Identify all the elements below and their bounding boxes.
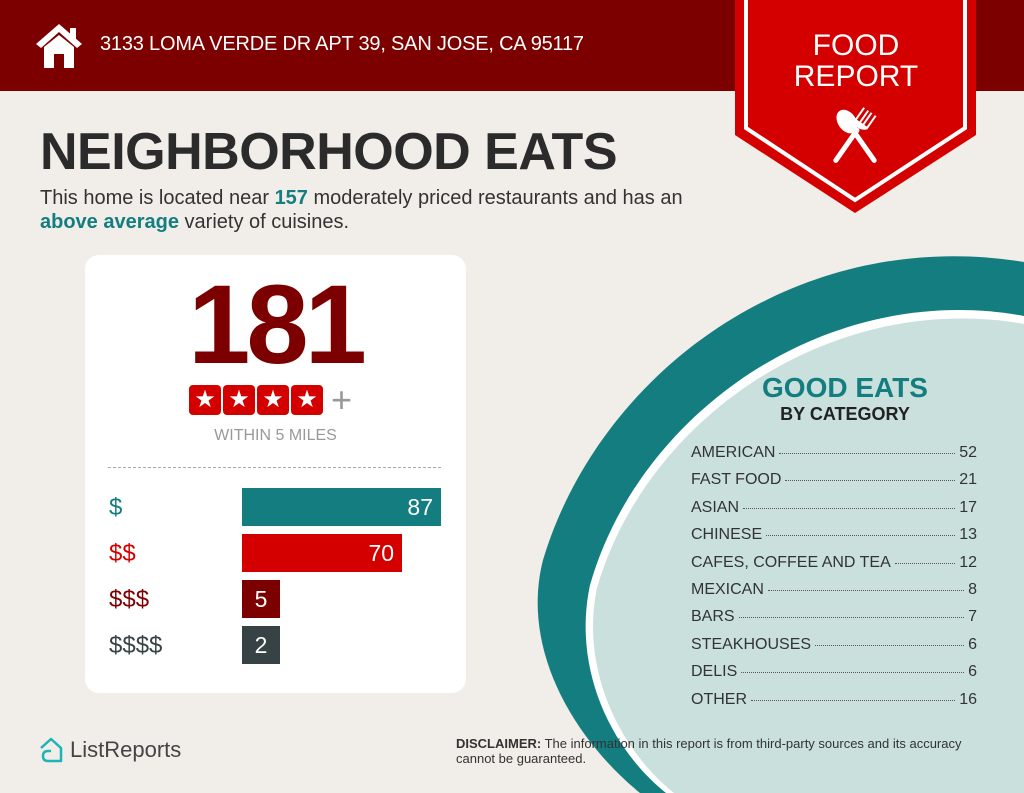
home-icon [36,24,82,68]
badge-line2: REPORT [793,60,919,93]
restaurant-count: 157 [274,187,308,209]
dot-leader [779,453,956,454]
dot-leader [766,535,956,537]
category-name: CHINESE [691,526,763,544]
category-name: BARS [691,608,735,626]
logo-house-icon [40,737,63,763]
divider [108,467,441,468]
price-level-row: $$$$ 2 [109,626,449,664]
category-count: 6 [968,663,977,681]
price-level-label: $$$$ [109,632,163,659]
dot-leader [751,699,956,701]
badge-title: FOOD REPORT [737,30,975,92]
category-name: FAST FOOD [691,471,782,489]
category-count: 8 [968,581,977,598]
plate-inner [593,318,1024,793]
property-address: 3133 LOMA VERDE DR APT 39, SAN JOSE, CA … [100,33,584,55]
category-count: 17 [959,498,977,516]
category-row: MEXICAN 8 [691,581,977,603]
summary-part: This home is located near [40,187,275,209]
star-icon: ★ [189,385,221,415]
good-eats-subtitle: BY CATEGORY [780,404,910,424]
category-row: DELIS 6 [691,663,977,685]
distance-label: WITHIN 5 MILES [214,427,337,444]
category-name: STEAKHOUSES [691,635,812,653]
category-name: CAFES, COFFEE AND TEA [691,553,891,571]
variety-rating: above average [40,211,179,233]
category-row: CAFES, COFFEE AND TEA 12 [691,554,977,576]
price-level-label: $$ [109,540,136,567]
category-name: MEXICAN [691,581,764,598]
category-row: ASIAN 17 [691,499,977,521]
star-rating: ★ ★ ★ ★ [189,385,323,415]
star-icon: ★ [257,385,289,415]
category-count: 13 [959,526,977,544]
logo-text: ListReports [70,737,182,762]
category-name: ASIAN [691,498,740,516]
category-count: 21 [959,471,977,489]
dot-leader [743,507,956,509]
category-count: 16 [959,690,977,708]
category-count: 12 [959,553,977,571]
category-row: FAST FOOD 21 [691,471,977,493]
star-icon: ★ [291,385,323,415]
good-eats-title: GOOD EATS [762,372,928,403]
dot-leader [894,562,956,564]
category-count: 7 [968,608,977,626]
price-level-bar: 87 [242,488,441,526]
category-name: AMERICAN [691,444,776,461]
category-count: 6 [968,635,977,653]
category-row: AMERICAN 52 [691,444,977,466]
dot-leader [815,644,965,646]
page-title: NEIGHBORHOOD EATS [40,123,618,181]
category-name: OTHER [691,690,747,708]
disclaimer-text: The information in this report is from t… [456,736,962,766]
disclaimer-label: DISCLAIMER: [456,736,542,751]
price-level-bar: 70 [242,534,403,572]
price-level-label: $$$ [109,586,150,613]
category-row: STEAKHOUSES 6 [691,636,977,658]
badge-line1: FOOD [812,29,900,62]
disclaimer: DISCLAIMER: The information in this repo… [456,736,996,766]
summary-part: moderately priced restaurants and has an [307,187,683,209]
dot-leader [767,590,965,591]
dot-leader [741,672,965,674]
star-icon: ★ [223,385,255,415]
dot-leader [738,617,965,619]
summary-text: This home is located near 157 moderately… [40,186,740,234]
total-restaurants: 181 [188,262,367,387]
plus-sign: + [331,379,353,420]
summary-part: variety of cuisines. [178,211,350,233]
restaurant-summary-card: 181 ★ ★ ★ ★ + WITHIN 5 MILES $87 $$ 70 $$$ 5 $$$… [85,255,466,693]
price-level-row: $87 [109,488,449,526]
category-row: CHINESE 13 [691,526,977,548]
category-row: BARS 7 [691,608,977,630]
dot-leader [785,480,956,482]
price-level-label: $ [109,494,123,521]
category-name: DELIS [691,663,738,681]
price-level-bar: 2 [242,626,280,664]
category-count: 52 [959,444,977,461]
price-level-bar: 5 [242,580,280,618]
category-row: OTHER 16 [691,691,977,713]
price-level-row: $$$ 5 [109,580,449,618]
price-level-row: $$ 70 [109,534,449,572]
listreports-logo: ListReports [38,736,181,764]
